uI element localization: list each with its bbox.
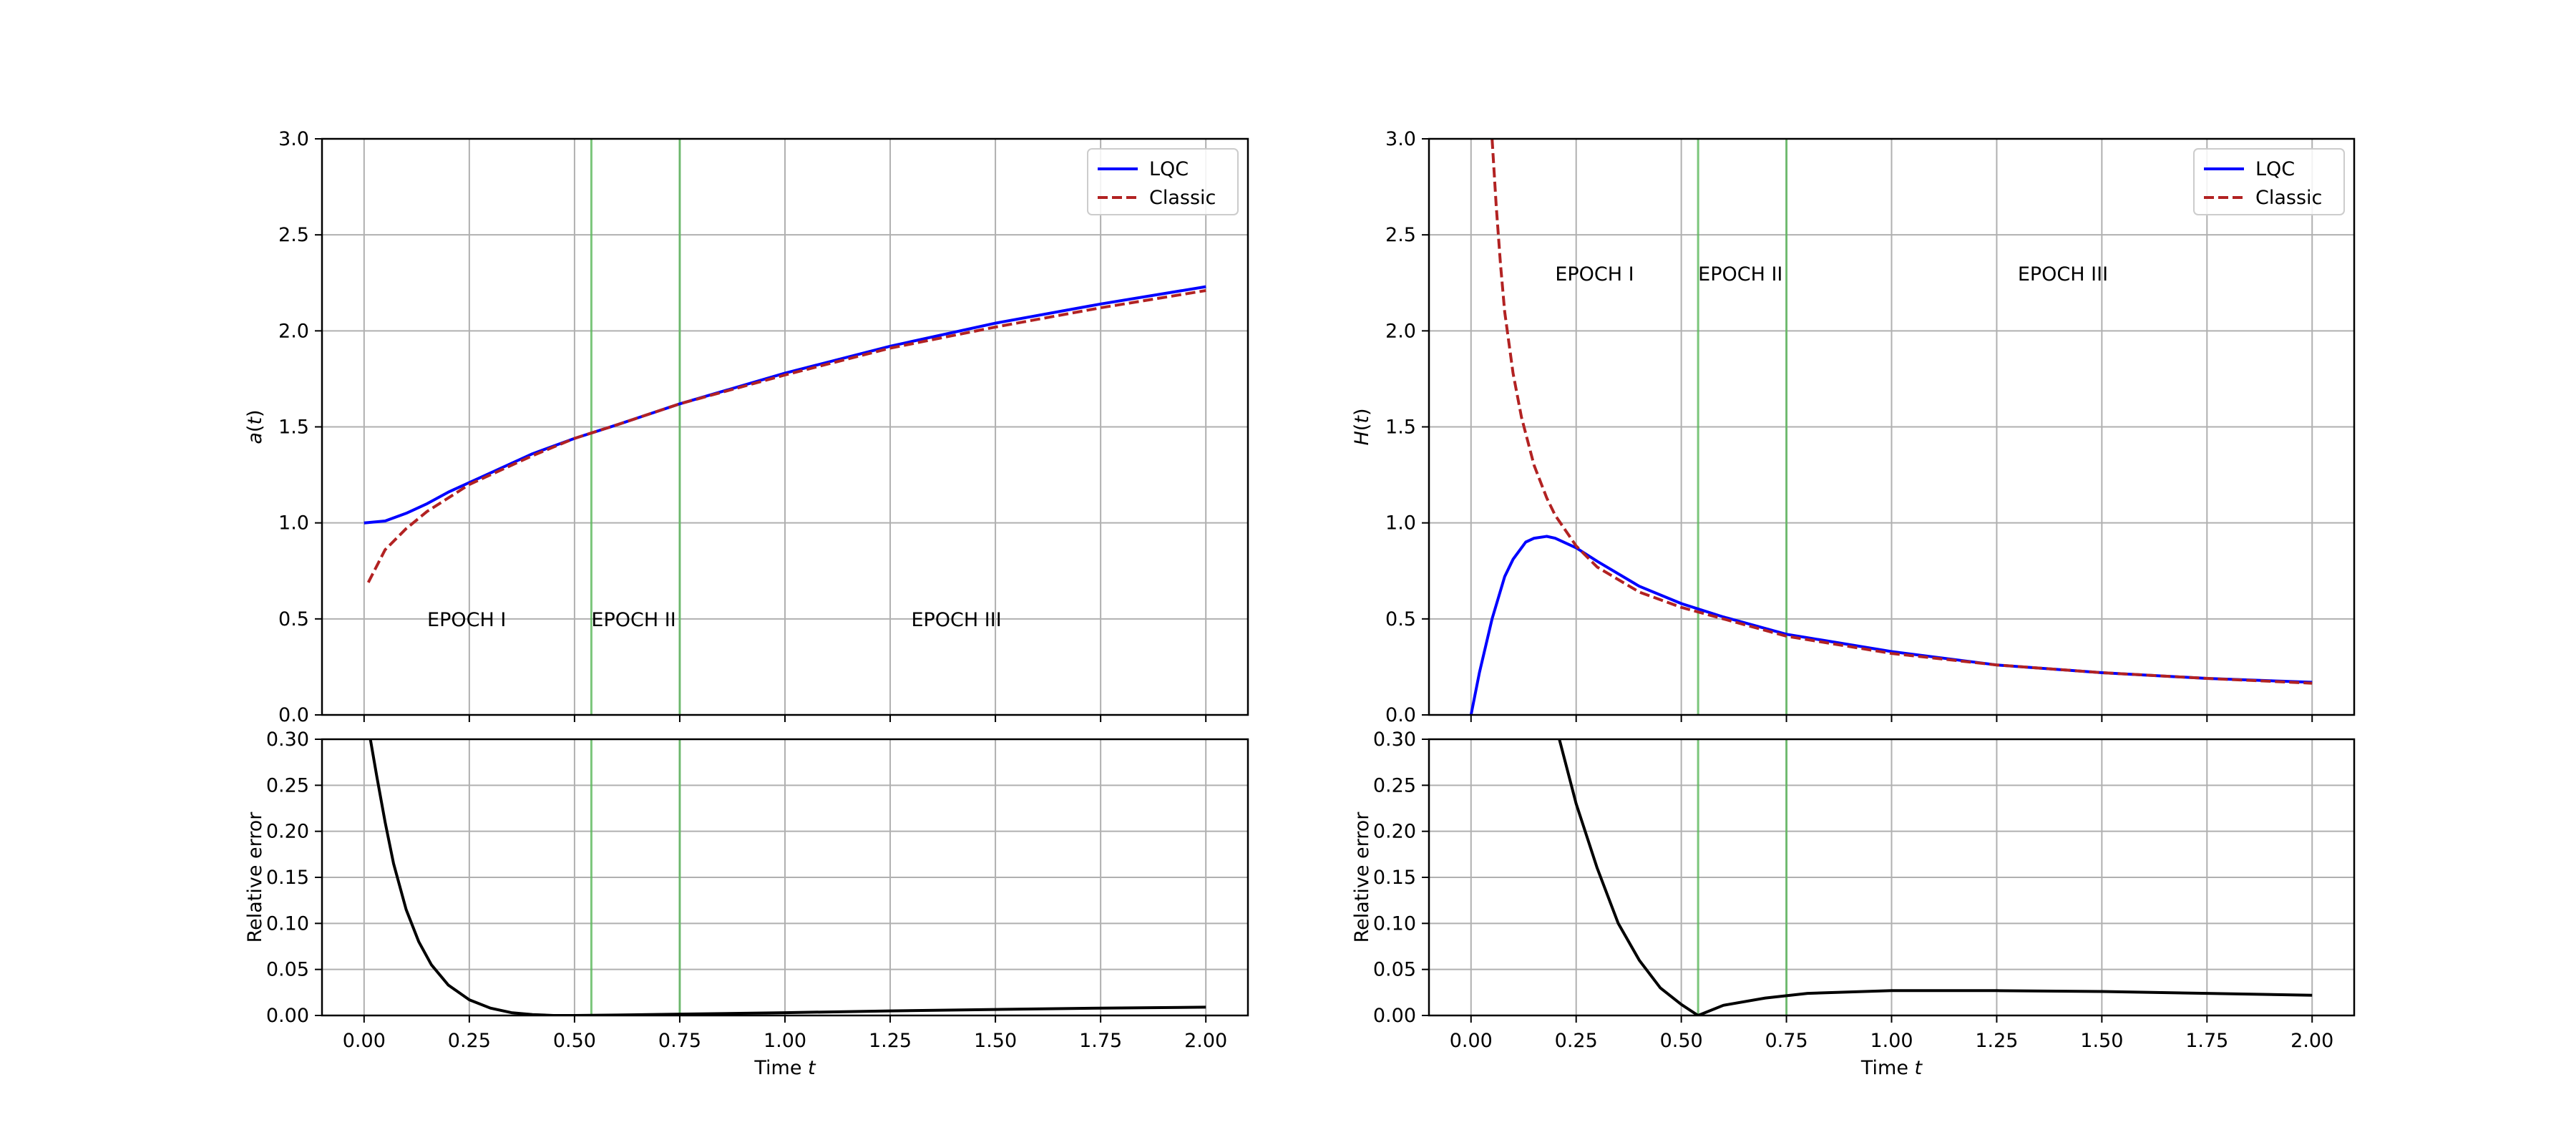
epoch-annotation: EPOCH I [1555, 263, 1634, 286]
y-tick-label: 0.25 [266, 774, 309, 796]
panels: 0.0 0.5 1.0 1.5 2.0 2.5 3.0 a(t) EPOCH I EPOCH II… [244, 128, 2356, 1079]
panel-bottom-right: 0.00 0.05 0.10 0.15 0.20 0.25 0.30 0.00 0.25 0.50… [1351, 729, 2356, 1079]
y-tick-label: 3.0 [278, 128, 309, 150]
legend: LQC Classic [2193, 148, 2345, 215]
x-tick-label: 0.50 [553, 1030, 596, 1052]
y-tick-label: 1.0 [278, 512, 309, 535]
epoch-annotation: EPOCH III [2018, 263, 2108, 286]
legend-box [1087, 148, 1239, 215]
panel-bottom-left: 0.00 0.05 0.10 0.15 0.20 0.25 0.30 0.00 0.25 0.50… [244, 729, 1249, 1079]
y-tick-label: 1.5 [278, 416, 309, 439]
epoch-annotation: EPOCH III [911, 609, 1001, 631]
x-tick-label: 1.50 [2080, 1030, 2123, 1052]
legend-label-classic: Classic [1149, 187, 1216, 209]
series-line-error [369, 739, 1206, 1015]
x-tick-label: 0.25 [448, 1030, 491, 1052]
y-tick-label: 2.0 [1385, 320, 1416, 342]
y-tick-label: 2.5 [1385, 224, 1416, 246]
epoch-annotation: EPOCH II [1698, 263, 1782, 286]
y-axis-label: Relative error [1351, 812, 1373, 943]
x-tick-label: 0.00 [1450, 1030, 1493, 1052]
y-tick-label: 0.05 [266, 959, 309, 981]
x-tick-label: 1.50 [974, 1030, 1017, 1052]
y-tick-label: 0.15 [1373, 867, 1416, 889]
x-tick-label: 0.75 [1765, 1030, 1808, 1052]
y-tick-label: 0.10 [266, 912, 309, 935]
y-tick-label: 2.5 [278, 224, 309, 246]
x-tick-label: 0.75 [658, 1030, 701, 1052]
y-tick-label: 0.00 [266, 1005, 309, 1027]
legend-label-classic: Classic [2255, 187, 2322, 209]
x-tick-label: 0.00 [343, 1030, 386, 1052]
panel-top-left: 0.0 0.5 1.0 1.5 2.0 2.5 3.0 a(t) EPOCH I EPOCH II… [244, 128, 1249, 726]
y-tick-label: 0.10 [1373, 912, 1416, 935]
y-tick-label: 3.0 [1385, 128, 1416, 150]
legend-label-lqc: LQC [2255, 158, 2295, 180]
y-tick-label: 2.0 [278, 320, 309, 342]
epoch-annotation: EPOCH I [427, 609, 506, 631]
y-tick-label: 0.5 [1385, 608, 1416, 630]
x-tick-label: 2.00 [1184, 1030, 1227, 1052]
panel-top-right: 0.0 0.5 1.0 1.5 2.0 2.5 3.0 H(t) EPOCH I EPOCH II… [1351, 128, 2356, 726]
y-tick-label: 1.0 [1385, 512, 1416, 535]
x-tick-label: 0.50 [1660, 1030, 1703, 1052]
y-tick-label: 1.5 [1385, 416, 1416, 439]
y-tick-label: 0.20 [1373, 821, 1416, 843]
series-line-error [1558, 739, 2313, 1015]
x-tick-label: 2.00 [2290, 1030, 2333, 1052]
y-tick-label: 0.05 [1373, 959, 1416, 981]
x-tick-label: 1.25 [869, 1030, 912, 1052]
series-line-classic [366, 289, 1206, 583]
x-tick-label: 1.00 [763, 1030, 806, 1052]
legend-box [2193, 148, 2345, 215]
y-tick-label: 0.25 [1373, 774, 1416, 796]
x-tick-label: 1.75 [1079, 1030, 1122, 1052]
series-line-classic [1491, 139, 2313, 685]
epoch-annotation: EPOCH II [591, 609, 675, 631]
x-axis-label: Time t [753, 1057, 816, 1079]
legend: LQC Classic [1087, 148, 1239, 215]
y-tick-label: 0.00 [1373, 1005, 1416, 1027]
y-tick-label: 0.0 [278, 704, 309, 726]
x-axis-label: Time t [1860, 1057, 1923, 1079]
x-tick-label: 1.75 [2185, 1030, 2228, 1052]
y-tick-label: 0.30 [266, 729, 309, 751]
y-tick-label: 0.15 [266, 867, 309, 889]
x-tick-label: 1.25 [1975, 1030, 2018, 1052]
y-tick-label: 0.0 [1385, 704, 1416, 726]
x-tick-label: 0.25 [1555, 1030, 1598, 1052]
y-axis-label: a(t) [244, 409, 266, 444]
y-tick-label: 0.30 [1373, 729, 1416, 751]
y-axis-label: Relative error [244, 812, 266, 943]
y-axis-label: H(t) [1351, 409, 1373, 446]
x-tick-label: 1.00 [1870, 1030, 1913, 1052]
y-tick-label: 0.5 [278, 608, 309, 630]
y-tick-label: 0.20 [266, 821, 309, 843]
legend-label-lqc: LQC [1149, 158, 1189, 180]
